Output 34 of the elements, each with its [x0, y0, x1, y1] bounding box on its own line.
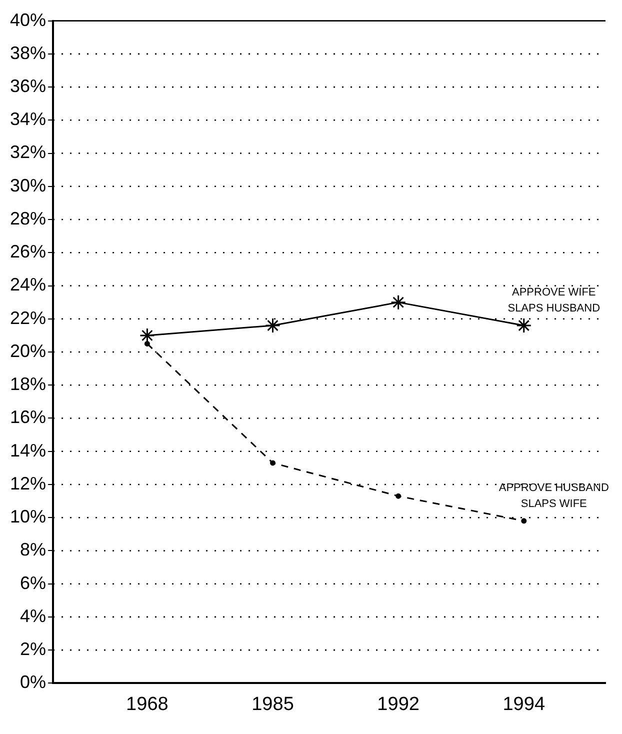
series-label: APPROVE HUSBAND SLAPS WIFE	[498, 482, 609, 510]
point	[390, 294, 406, 310]
y-tick-label: 14%	[10, 440, 46, 460]
y-tick-label: 16%	[10, 407, 46, 428]
y-tick-label: 40%	[10, 10, 46, 30]
y-tick-label: 20%	[10, 340, 46, 361]
point	[265, 318, 281, 334]
y-tick-label: 0%	[20, 672, 46, 692]
x-tick-label: 1968	[126, 694, 168, 715]
y-tick-label: 2%	[20, 639, 46, 660]
y-tick-label: 26%	[10, 242, 46, 262]
y-tick-label: 22%	[10, 308, 46, 328]
y-tick-label: 8%	[20, 540, 46, 560]
y-tick-label: 12%	[10, 473, 46, 494]
point	[139, 328, 155, 344]
y-tick-label: 28%	[10, 208, 46, 228]
y-tick-label: 6%	[20, 572, 46, 593]
y-tick-label: 24%	[10, 274, 46, 295]
point	[396, 493, 402, 499]
x-tick-label: 1985	[252, 694, 294, 715]
point	[521, 518, 527, 524]
point	[516, 318, 532, 334]
y-tick-label: 34%	[10, 109, 46, 130]
y-tick-label: 18%	[10, 374, 46, 394]
y-tick-label: 32%	[10, 142, 46, 162]
y-tick-label: 38%	[10, 42, 46, 63]
y-tick-label: 10%	[10, 506, 46, 527]
y-tick-label: 36%	[10, 76, 46, 96]
x-tick-label: 1992	[377, 694, 420, 715]
y-tick-label: 30%	[10, 175, 46, 196]
y-tick-label: 4%	[20, 606, 46, 626]
point	[270, 460, 276, 466]
series-label: APPROVE WIFE SLAPS HUSBAND	[508, 286, 600, 315]
x-tick-label: 1994	[502, 694, 546, 715]
